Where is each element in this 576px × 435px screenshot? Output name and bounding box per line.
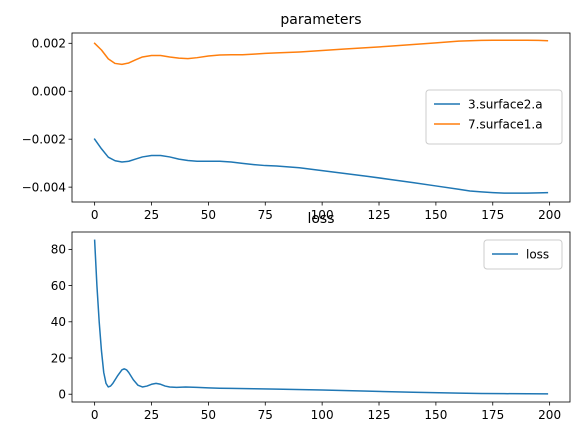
x-tick-label: 175	[481, 208, 504, 222]
axes-frame	[71, 32, 571, 203]
y-tick-label: 0.000	[32, 85, 66, 99]
legend-box	[483, 239, 563, 270]
x-tick-label: 150	[424, 208, 447, 222]
legend: loss	[483, 239, 563, 270]
x-tick-label: 175	[481, 408, 504, 422]
legend-label: 3.surface2.a	[468, 97, 543, 111]
x-tick-label: 125	[368, 408, 391, 422]
y-tick-label: 40	[51, 315, 66, 329]
x-tick-label: 200	[538, 408, 561, 422]
x-tick-label: 50	[201, 208, 216, 222]
x-tick-label: 0	[91, 408, 99, 422]
legend-label: loss	[526, 247, 549, 261]
chart-panel-2: 0 25 50 75 100 125 150 175 200 0 20 40 60 80 loss loss	[51, 211, 571, 422]
y-tick-label: 0	[58, 388, 66, 402]
chart-title: loss	[307, 211, 334, 227]
x-tick-label: 100	[311, 208, 334, 222]
legend-label: 7.surface1.a	[468, 117, 543, 131]
y-tick-label: −0.002	[22, 132, 66, 146]
y-tick-label: 0.002	[32, 37, 66, 51]
x-tick-label: 125	[368, 208, 391, 222]
x-tick-label: 200	[538, 208, 561, 222]
chart-title: parameters	[280, 12, 361, 28]
x-tick-label: 50	[201, 408, 216, 422]
chart-panel-1: 0 25 50 75 100 125 150 175 200 0.002 0.000 −0.002 −0…	[22, 12, 571, 222]
x-tick-label: 25	[144, 208, 159, 222]
series-line-1-2	[93, 39, 549, 66]
x-tick-label: 25	[144, 408, 159, 422]
x-tick-label: 100	[311, 408, 334, 422]
y-tick-label: 60	[51, 279, 66, 293]
y-tick-label: 80	[51, 243, 66, 257]
legend: 3.surface2.a 7.surface1.a	[425, 89, 563, 145]
x-tick-label: 75	[258, 408, 273, 422]
y-tick-label: −0.004	[22, 180, 66, 194]
series-line-1-1	[93, 138, 549, 194]
series-line-2-1	[93, 239, 549, 395]
x-tick-label: 75	[258, 208, 273, 222]
x-tick-label: 0	[91, 208, 99, 222]
axes-frame	[71, 231, 571, 403]
x-tick-label: 150	[424, 408, 447, 422]
y-tick-label: 20	[51, 351, 66, 365]
